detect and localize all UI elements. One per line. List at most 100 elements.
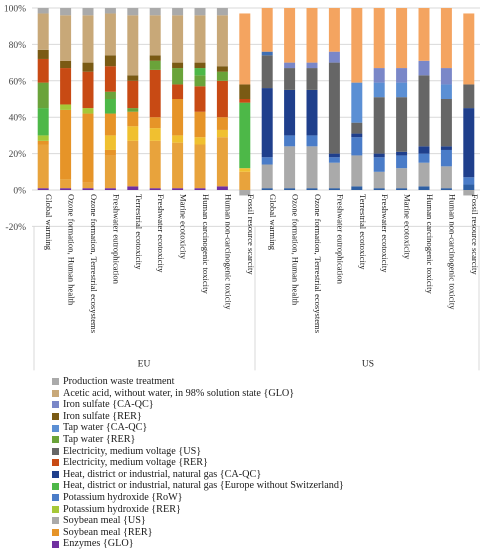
bar-segment: [284, 62, 296, 69]
bar-segment: [440, 146, 452, 150]
bar-segment: [194, 75, 206, 87]
legend-item: Iron sulfate {CA-QC}: [52, 399, 480, 411]
bar-segment: [328, 62, 340, 154]
bar-segment: [104, 149, 116, 156]
x-tick-label: Ozone formation, Terrestrial ecosystems: [313, 194, 323, 334]
x-tick-label: Terrestrial ecotoxicity: [134, 194, 144, 270]
bar-segment: [396, 155, 408, 169]
x-tick-label: Human carcinogenic toxicity: [201, 194, 211, 294]
bar-segment: [127, 111, 139, 127]
bar-segment: [351, 186, 363, 190]
bar-segment: [239, 168, 251, 172]
bar-segment: [194, 188, 206, 190]
bar-segment: [172, 68, 184, 85]
x-tick-label: Freshwater ecotoxicity: [380, 194, 390, 273]
bar-segment: [60, 104, 72, 110]
x-tick-label: Global warming: [44, 194, 54, 251]
legend-item: Production waste treatment: [52, 376, 480, 388]
bar-segment: [104, 155, 116, 189]
legend-item: Electricity, medium voltage {RER}: [52, 457, 480, 469]
bar-segment: [306, 62, 318, 69]
bar-segment: [149, 15, 161, 56]
legend-label: Heat, district or industrial, natural ga…: [63, 468, 262, 480]
bar-segment: [172, 62, 184, 69]
bar-segment: [37, 108, 49, 136]
bar-segment: [440, 68, 452, 85]
y-tick-label: 80%: [9, 41, 27, 51]
bar-segment: [127, 126, 139, 141]
legend-swatch: [52, 401, 59, 409]
bar-segment: [306, 146, 318, 189]
bar-segment: [239, 171, 251, 190]
bar-segment: [104, 91, 116, 99]
bar-segment: [239, 84, 251, 99]
bar-segment: [463, 190, 475, 196]
legend-swatch: [52, 413, 59, 421]
bar-segment: [127, 186, 139, 190]
legend-swatch: [52, 505, 59, 513]
bar-segment: [104, 13, 116, 56]
bar-segment: [60, 109, 72, 180]
bar-segment: [261, 88, 273, 158]
legend-label: Soybean meal {RER}: [63, 526, 153, 538]
bar-segment: [149, 188, 161, 190]
bar-segment: [127, 75, 139, 81]
x-tick-label: Freshwater eutrophication: [111, 194, 121, 285]
bar-segment: [306, 188, 318, 190]
bar-segment: [396, 68, 408, 83]
chart-legend: Production waste treatment Acetic acid, w…: [52, 376, 480, 550]
bar-segment: [396, 188, 408, 190]
bar-segment: [373, 171, 385, 189]
bar-segment: [37, 140, 49, 145]
legend-label: Electricity, medium voltage {RER}: [63, 457, 208, 469]
bar-segment: [261, 51, 273, 56]
bar-segment: [440, 84, 452, 99]
bar-segment: [284, 68, 296, 90]
bar-segment: [127, 15, 139, 76]
legend-swatch: [52, 447, 59, 455]
bar-segment: [261, 188, 273, 190]
bar-segment: [104, 113, 116, 136]
bar-segment: [172, 8, 184, 16]
bar-segment: [149, 8, 161, 16]
bar-segment: [284, 89, 296, 136]
bar-segment: [440, 8, 452, 69]
bar-segment: [306, 89, 318, 136]
legend-label: Potassium hydroxide {RER}: [63, 503, 181, 515]
bar-segment: [463, 177, 475, 185]
legend-item: Soybean meal {RER}: [52, 527, 480, 539]
group-label: US: [362, 359, 374, 369]
bar-segment: [373, 68, 385, 83]
bar-segment: [306, 68, 318, 90]
bar-segment: [60, 179, 72, 189]
legend-item: Heat, district or industrial, natural ga…: [52, 469, 480, 481]
bar-segment: [351, 155, 363, 187]
bar-segment: [172, 15, 184, 63]
legend-item: Potassium hydroxide {RoW}: [52, 492, 480, 504]
bar-segment: [60, 60, 72, 69]
legend-item: Soybean meal {US}: [52, 515, 480, 527]
bar-segment: [149, 60, 161, 70]
bar-segment: [60, 15, 72, 61]
bar-segment: [373, 82, 385, 98]
bar-segment: [194, 15, 206, 63]
bar-segment: [440, 188, 452, 190]
legend-swatch: [52, 459, 59, 467]
x-tick-label: Fossil resource scarcity: [470, 194, 480, 275]
legend-label: Acetic acid, without water, in 98% solut…: [63, 387, 295, 399]
bar-segment: [373, 8, 385, 69]
bar-segment: [82, 8, 94, 16]
y-tick-label: 0%: [13, 187, 26, 197]
bar-segment: [328, 51, 340, 63]
bar-segment: [418, 153, 430, 163]
bar-segment: [216, 129, 228, 138]
bar-segment: [37, 58, 49, 83]
bar-segment: [351, 122, 363, 134]
y-tick-label: 20%: [9, 150, 27, 160]
bar-segment: [418, 60, 430, 76]
bar-segment: [60, 8, 72, 16]
bar-segment: [440, 149, 452, 167]
x-tick-label: Ozone formation, Human health: [291, 194, 301, 306]
bar-segment: [351, 82, 363, 123]
x-tick-label: Human carcinogenic toxicity: [425, 194, 435, 294]
